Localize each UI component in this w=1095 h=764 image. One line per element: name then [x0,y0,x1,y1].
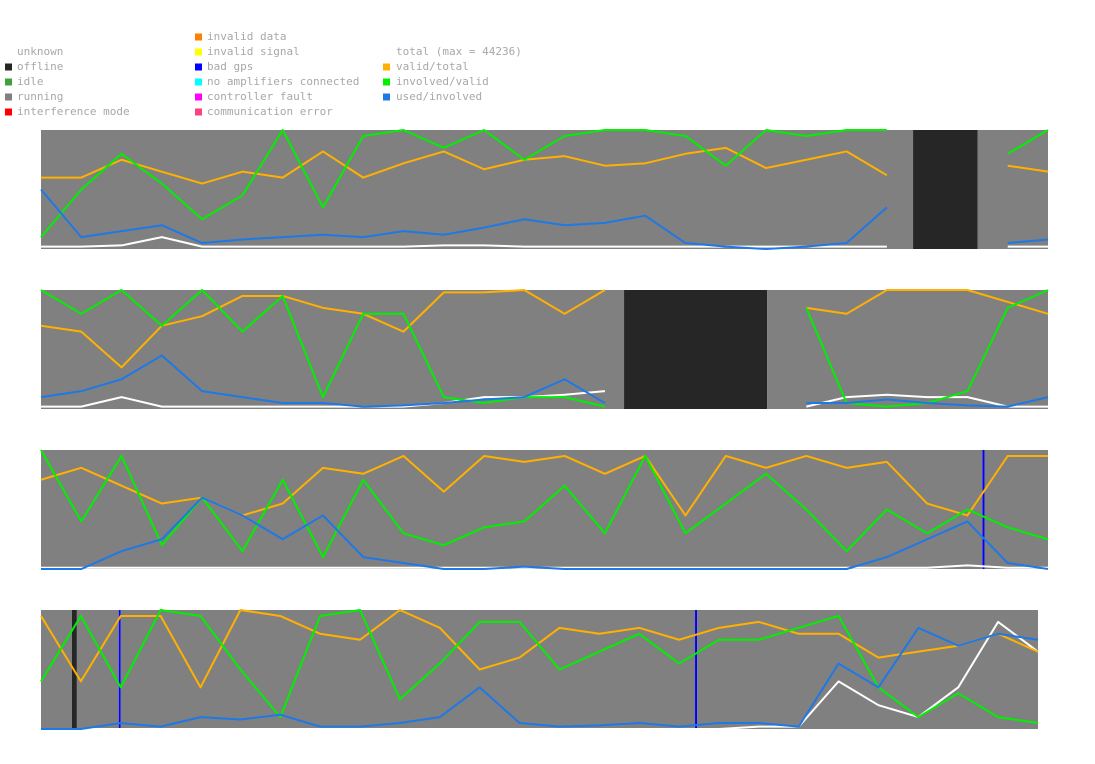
legend-label: communication error [207,105,333,118]
series-line [40,354,1049,408]
legend-swatch [383,48,390,56]
legend-swatch [5,93,12,101]
legend-label: bad gps [207,60,253,73]
legend-label: idle [17,75,44,88]
status-span [977,130,1048,249]
legend-swatch [383,78,390,86]
series-line [41,496,1049,570]
status-span [695,610,698,729]
legend-swatch [195,108,202,116]
status-span [982,450,985,569]
legend-swatch [383,93,390,101]
status-span [624,290,768,409]
legend-label: interference mode [17,105,130,118]
legend-label: unknown [17,45,63,58]
legend-label: offline [17,60,63,73]
legend-swatch [195,93,202,101]
legend-swatch [5,108,12,116]
legend-label: invalid data [207,30,286,43]
series-line [40,609,1039,689]
legend-label: total (max = 44236) [396,45,522,58]
series-line [41,146,1049,185]
series-line [41,236,1048,248]
legend-swatch [195,63,202,71]
status-span [118,610,121,729]
series-line [40,289,1049,369]
legend-swatch [195,33,202,41]
legend-swatch [383,63,390,71]
legend-swatch [195,78,202,86]
series-line [41,620,1039,730]
status-span [984,450,1048,569]
legend-label: involved/valid [396,75,489,88]
legend-label: used/involved [396,90,482,103]
status-span [913,130,978,249]
series-line [40,129,1049,238]
status-span [41,450,983,569]
legend-label: valid/total [396,60,469,73]
series-line [40,188,1049,250]
status-span [120,610,696,729]
legend-label: running [17,90,63,103]
legend-label: invalid signal [207,45,300,58]
legend-swatch [195,48,202,56]
series-line [41,626,1039,730]
legend-swatch [5,63,12,71]
status-span [41,130,914,249]
status-span [41,610,72,729]
series-line [40,609,1039,725]
series-line [40,449,1049,559]
legend-label: no amplifiers connected [207,75,359,88]
legend-swatch [5,48,12,56]
legend-label: controller fault [207,90,313,103]
legend-swatch [5,78,12,86]
